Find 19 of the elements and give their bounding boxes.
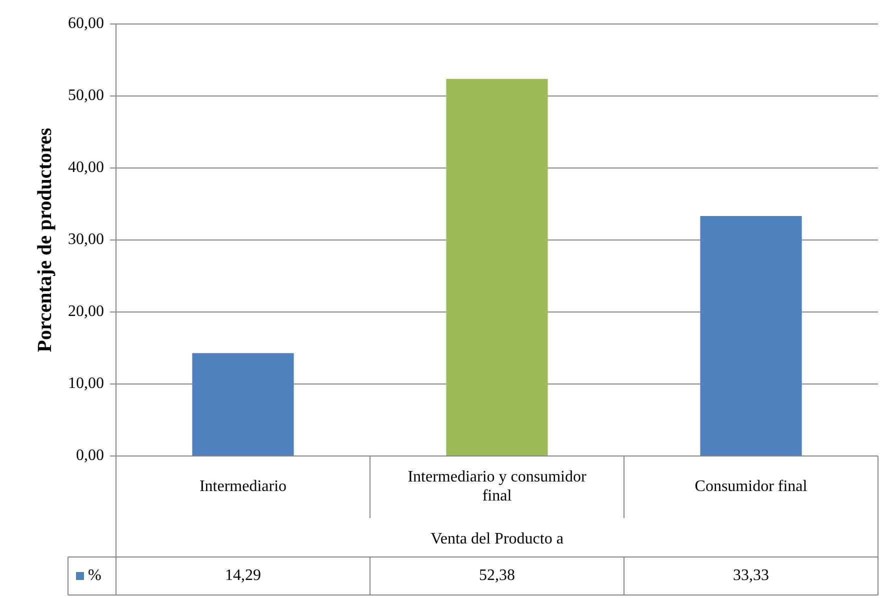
y-axis-title: Porcentaje de productores (34, 128, 56, 352)
x-tick-label: Intermediario y consumidor final (408, 468, 587, 505)
y-tick-label: 20,00 (68, 303, 104, 320)
bar (700, 216, 802, 456)
y-tick-label: 30,00 (68, 231, 104, 248)
x-axis-title: Venta del Producto a (430, 530, 564, 548)
data-label: 14,29 (225, 567, 261, 584)
x-tick-label: Consumidor final (694, 478, 808, 496)
data-label: 52,38 (479, 567, 515, 584)
legend-label: % (88, 567, 102, 584)
y-tick-label: 60,00 (68, 15, 104, 32)
data-label: 33,33 (733, 567, 769, 584)
bar (446, 78, 548, 456)
y-tick-label: 40,00 (68, 159, 104, 176)
x-tick-label: Intermediario (199, 478, 287, 496)
y-tick-label: 10,00 (68, 375, 104, 392)
y-tick-label: 0,00 (76, 447, 104, 464)
bar (192, 353, 294, 456)
y-tick-label: 50,00 (68, 87, 104, 104)
